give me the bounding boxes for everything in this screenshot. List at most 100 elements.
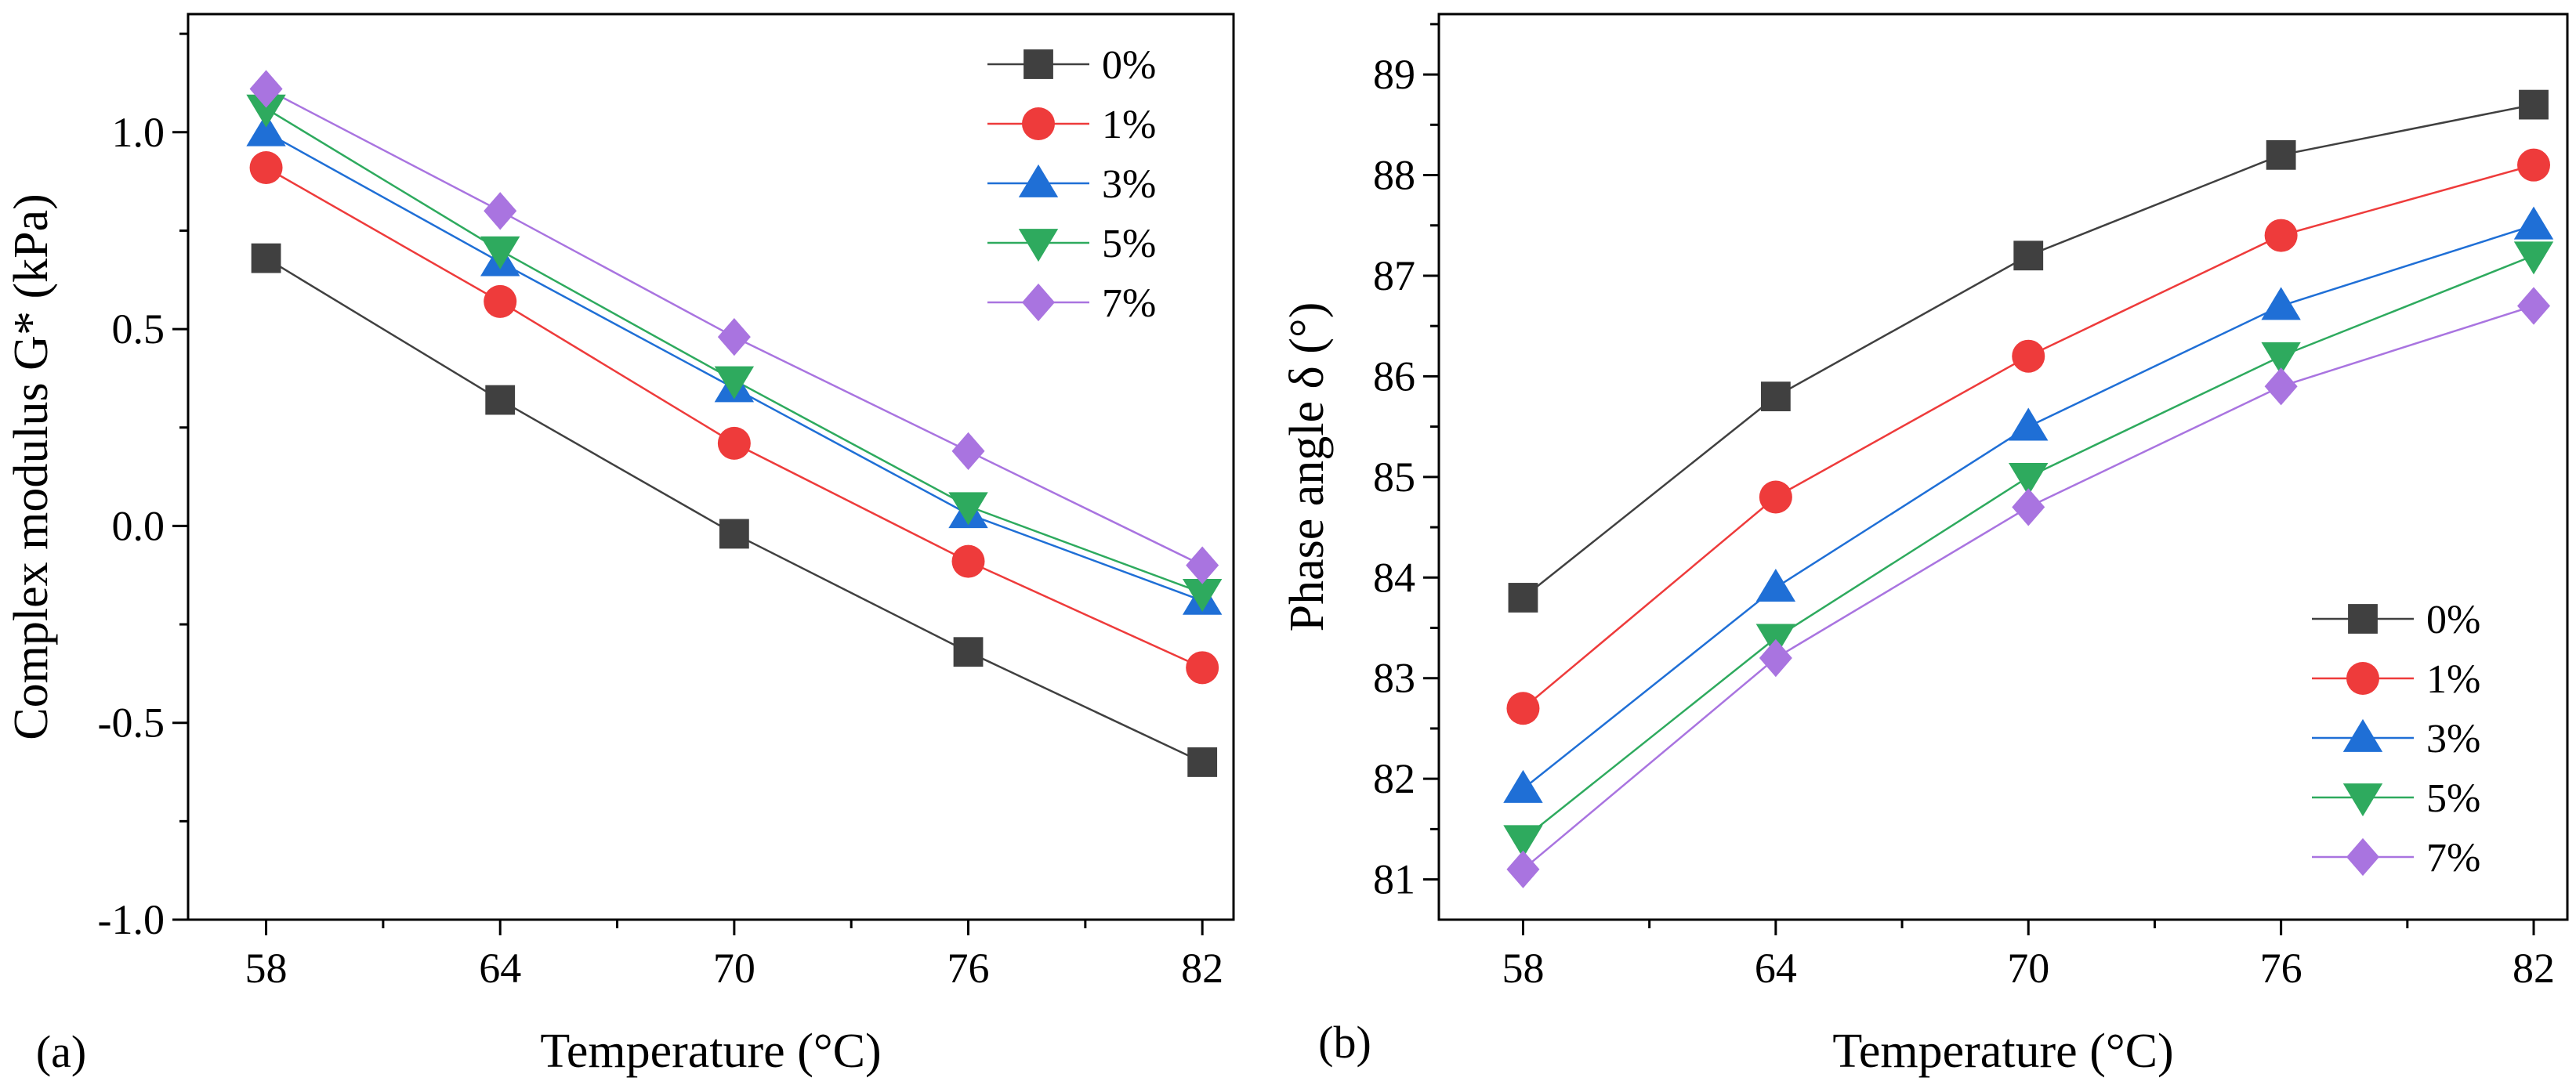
data-point-3%: [2261, 287, 2301, 320]
panel-b-plot-frame: [1437, 13, 2569, 921]
panel-a-y-axis-title: Complex modulus G* (kPa): [5, 193, 58, 739]
data-point-1%: [1759, 480, 1792, 514]
panel-b-label: (b): [1318, 1017, 1371, 1068]
data-point-5%: [480, 236, 520, 269]
y-tick-label: 82: [1373, 755, 1415, 802]
data-point-3%: [2513, 206, 2554, 240]
y-tick-label: 87: [1373, 252, 1415, 299]
data-point-5%: [2009, 462, 2049, 496]
data-point-5%: [1503, 825, 1543, 859]
data-point-0%: [1508, 583, 1538, 613]
panel-b-x-axis-title: Temperature (°C): [1832, 1025, 2173, 1078]
legend-label-5%: 5%: [1102, 222, 1156, 266]
legend-marker-7%: [1022, 283, 1055, 322]
data-point-5%: [2261, 342, 2301, 375]
data-point-3%: [246, 113, 286, 146]
legend-marker-3%: [2342, 718, 2383, 752]
y-tick-label: 88: [1373, 152, 1415, 199]
legend-marker-5%: [1018, 229, 1059, 262]
legend-marker-0%: [1024, 49, 1053, 79]
data-point-0%: [1187, 747, 1218, 777]
y-tick-label: 0.0: [112, 502, 165, 549]
data-point-7%: [2517, 287, 2551, 325]
data-point-5%: [246, 94, 286, 128]
x-tick-label: 58: [1502, 945, 1544, 992]
legend-marker-1%: [1022, 107, 1055, 140]
data-point-7%: [1759, 638, 1792, 678]
data-point-5%: [714, 366, 755, 400]
data-point-0%: [719, 519, 749, 549]
data-point-1%: [1506, 692, 1540, 725]
data-point-1%: [951, 544, 985, 578]
data-point-7%: [2264, 367, 2298, 406]
legend-marker-0%: [2348, 604, 2378, 634]
data-point-7%: [951, 432, 985, 471]
panel-b-legend: 0% 1% 3% 5% 7%: [2312, 598, 2480, 880]
panel-a-plot-frame: [187, 13, 1235, 921]
panel-a-label: (a): [36, 1026, 86, 1077]
panel-a-legend: 0% 1% 3% 5% 7%: [987, 43, 1156, 326]
data-point-1%: [1186, 651, 1219, 685]
data-point-1%: [717, 426, 751, 460]
data-point-0%: [953, 637, 984, 667]
legend-marker-7%: [2346, 837, 2379, 877]
data-point-7%: [717, 317, 751, 356]
y-tick-label: 1.0: [112, 109, 165, 156]
data-point-5%: [2513, 241, 2554, 275]
data-point-0%: [2519, 89, 2549, 120]
y-tick-label: 83: [1373, 655, 1415, 702]
data-point-0%: [485, 385, 516, 415]
y-tick-label: -1.0: [98, 896, 165, 943]
x-tick-label: 82: [1181, 945, 1223, 992]
data-point-3%: [2009, 407, 2049, 441]
panel-a-x-axis-title: Temperature (°C): [540, 1025, 881, 1078]
legend-label-3%: 3%: [1102, 162, 1156, 207]
data-point-5%: [948, 492, 988, 526]
panel-a-axis-ticks: 58 64 70 76 82 -1.0 -0.5 0.0 0.5 1.0: [98, 32, 1223, 992]
legend-label-5%: 5%: [2426, 776, 2480, 821]
data-point-5%: [1182, 578, 1223, 612]
legend-label-7%: 7%: [2426, 836, 2480, 880]
y-tick-label: 85: [1373, 454, 1415, 501]
data-point-0%: [2266, 139, 2296, 170]
legend-marker-1%: [2346, 662, 2379, 695]
legend-label-1%: 1%: [1102, 103, 1156, 147]
data-point-7%: [2012, 488, 2045, 526]
data-point-1%: [2264, 219, 2298, 252]
data-point-1%: [249, 151, 283, 185]
x-tick-label: 58: [245, 945, 288, 992]
x-tick-label: 64: [1755, 945, 1797, 992]
x-tick-label: 70: [713, 945, 755, 992]
data-point-0%: [2013, 240, 2044, 271]
data-point-7%: [249, 70, 283, 108]
y-tick-label: 0.5: [112, 306, 165, 353]
x-tick-label: 76: [2260, 945, 2302, 992]
y-tick-label: 84: [1373, 554, 1415, 601]
panel-a-series-markers: [246, 70, 1223, 777]
data-point-3%: [1755, 568, 1796, 602]
x-tick-label: 76: [947, 945, 990, 992]
panel-a-complex-modulus-chart: 58 64 70 76 82 -1.0 -0.5 0.0 0.5 1.0 0% 1% 3% 5% 7% T…: [5, 13, 1235, 1078]
data-point-7%: [484, 192, 517, 230]
legend-label-3%: 3%: [2426, 717, 2480, 761]
y-tick-label: 89: [1373, 51, 1415, 98]
legend-marker-5%: [2342, 783, 2383, 817]
legend-label-0%: 0%: [2426, 598, 2480, 642]
legend-marker-3%: [1018, 164, 1059, 197]
y-tick-label: -0.5: [98, 700, 165, 747]
data-point-1%: [484, 284, 517, 318]
data-point-0%: [1760, 381, 1791, 411]
x-tick-label: 70: [2007, 945, 2049, 992]
data-point-0%: [251, 243, 281, 273]
x-tick-label: 64: [479, 945, 521, 992]
data-point-1%: [2012, 339, 2045, 373]
panel-b-y-axis-title: Phase angle δ (°): [1281, 302, 1334, 632]
legend-label-0%: 0%: [1102, 43, 1156, 88]
data-point-7%: [1186, 546, 1219, 584]
y-tick-label: 86: [1373, 353, 1415, 400]
x-tick-label: 82: [2513, 945, 2555, 992]
data-point-1%: [2517, 148, 2551, 182]
